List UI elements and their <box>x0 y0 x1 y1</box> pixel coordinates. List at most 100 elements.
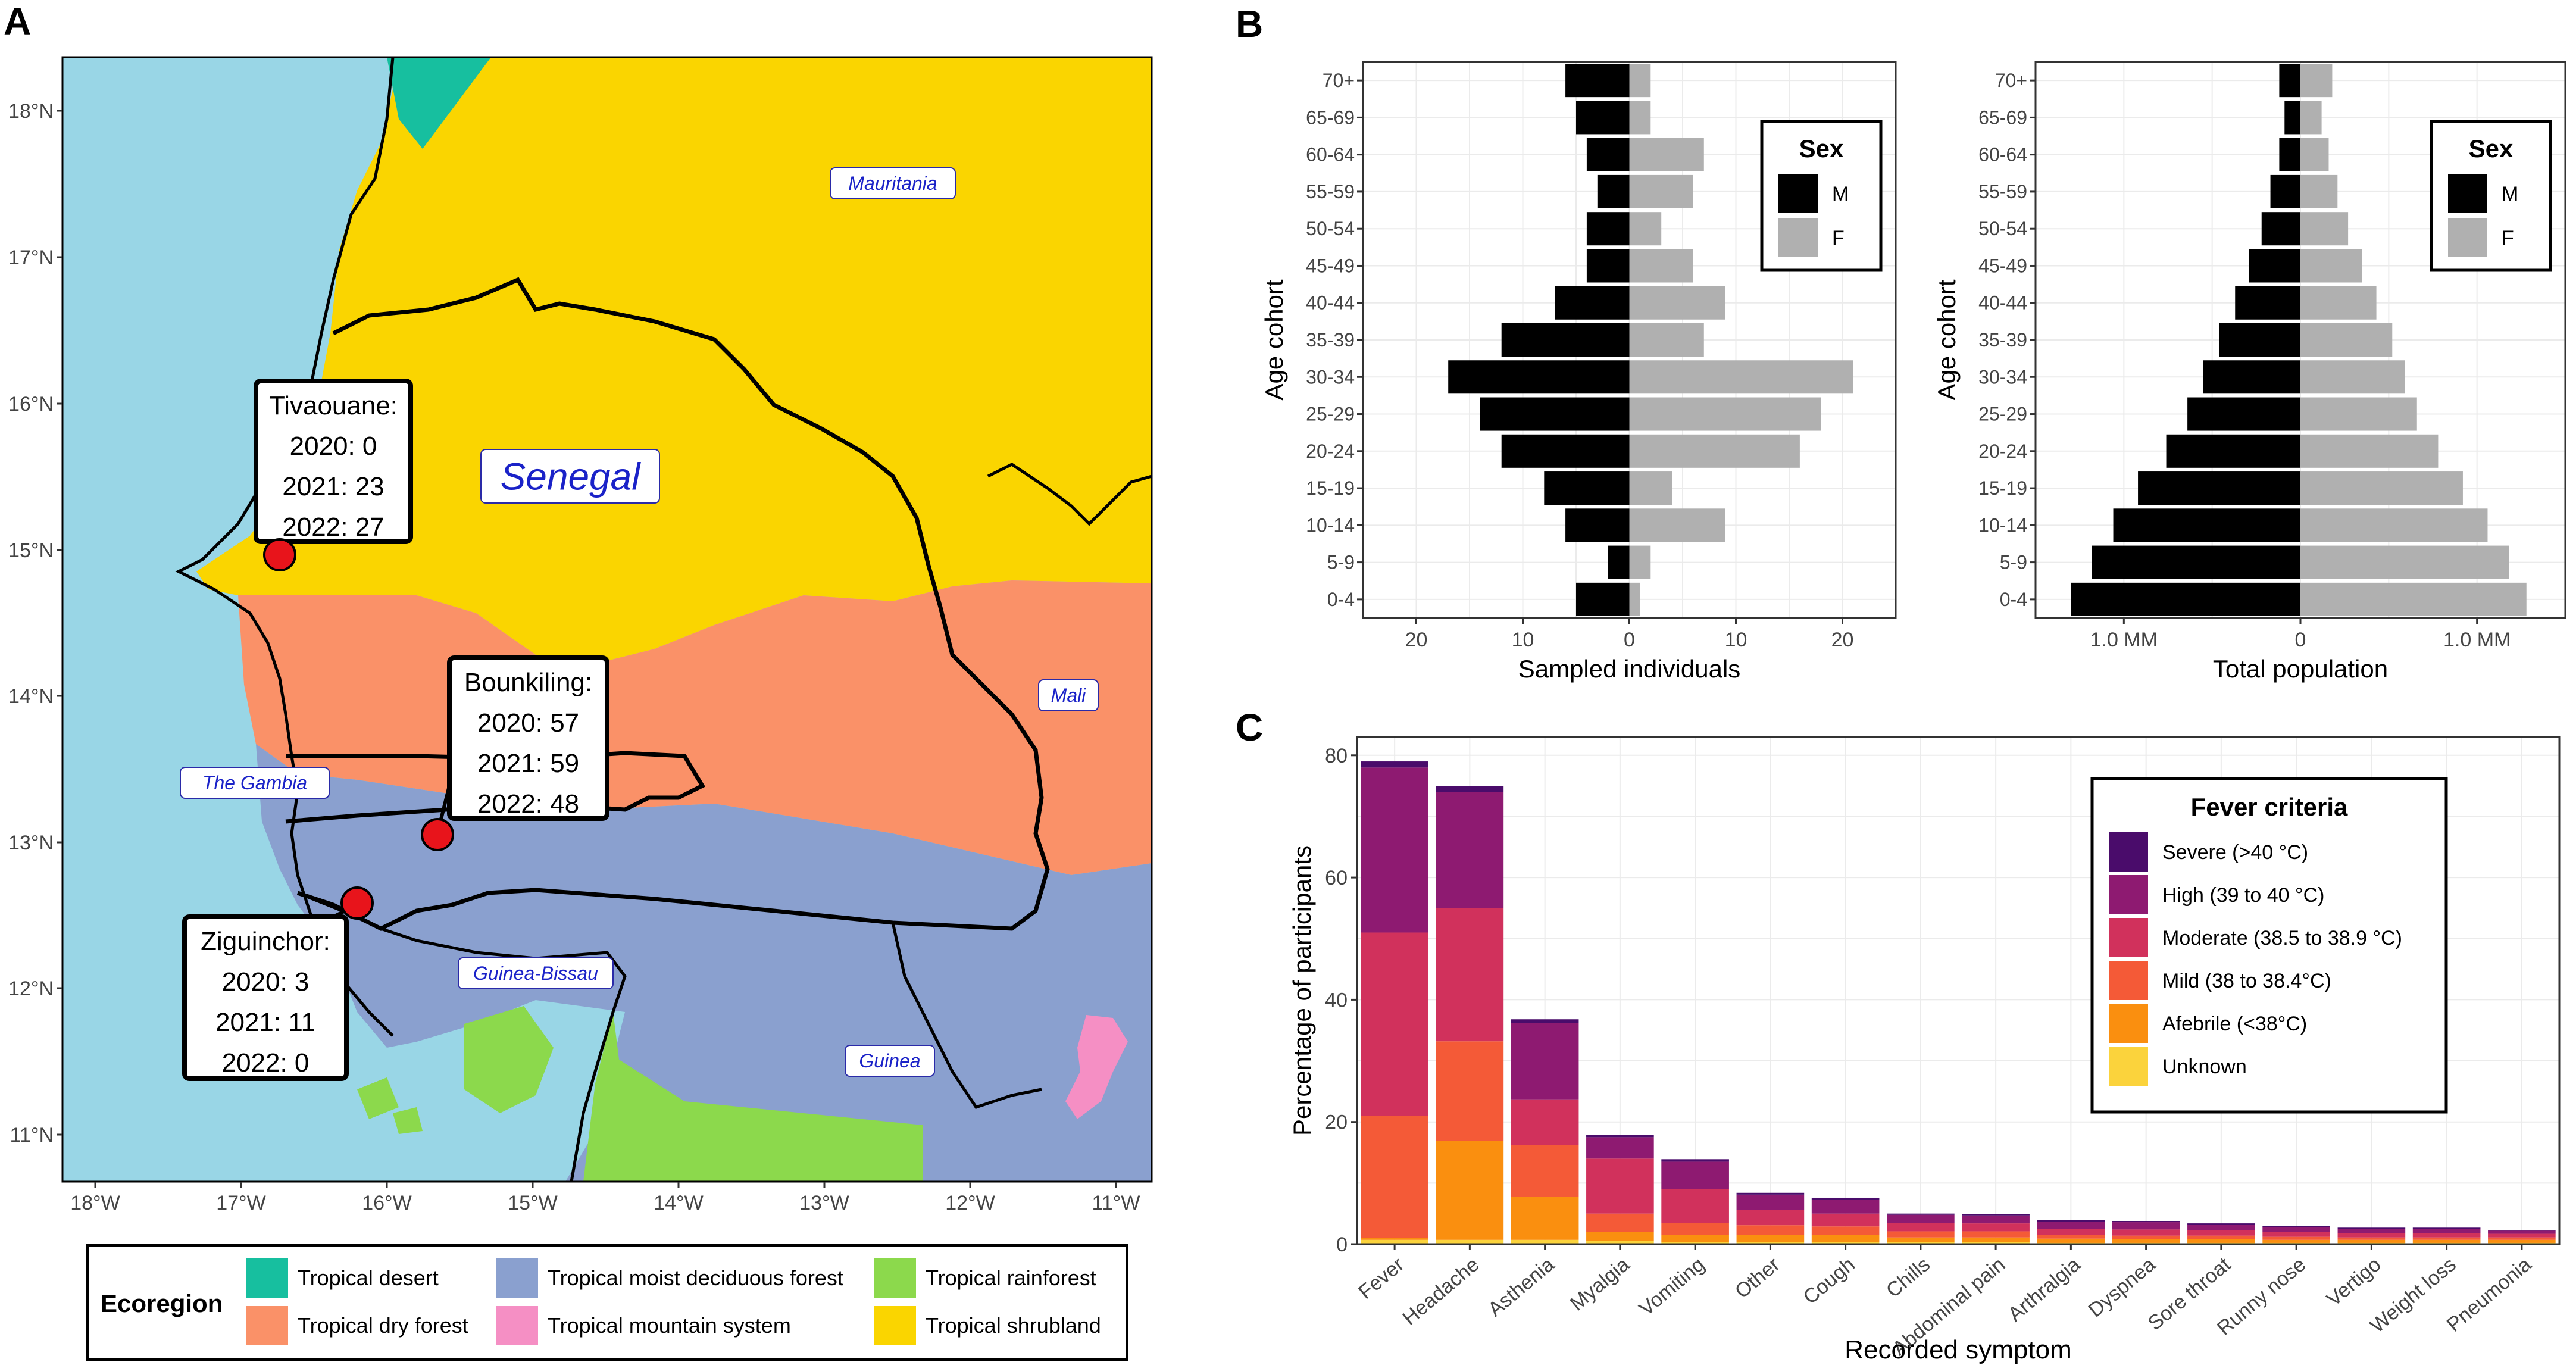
y-tick-label: 70+ <box>1995 70 2027 91</box>
bar-segment <box>1361 761 1428 768</box>
bar-female <box>2300 545 2509 579</box>
bar-segment <box>2037 1235 2105 1239</box>
fever-legend-label: Unknown <box>2162 1055 2247 1078</box>
site-callout-box <box>254 379 413 544</box>
bar-segment <box>2262 1236 2330 1240</box>
bar-segment <box>1436 1041 1504 1141</box>
bar-segment <box>2337 1233 2406 1238</box>
bar-female <box>2300 582 2527 616</box>
x-tick-label: Fever <box>1354 1253 1408 1304</box>
guinea-bissau-border <box>297 891 627 1182</box>
x-tick-label: 0 <box>1624 629 1635 651</box>
svg-text:The Gambia: The Gambia <box>202 772 307 794</box>
bar-segment <box>2112 1229 2180 1236</box>
coastline <box>175 57 395 1037</box>
site-count: 2020: 57 <box>477 708 579 738</box>
bar-segment <box>1962 1223 2030 1232</box>
legend-label-female: F <box>2502 227 2514 249</box>
ecoregion-legend-item: Tropical moist deciduous forest <box>496 1258 843 1298</box>
y-tick-label: 50-54 <box>1306 218 1355 239</box>
bar-segment <box>1661 1242 1729 1244</box>
bar-segment <box>1436 792 1504 908</box>
bar-female <box>1629 397 1821 431</box>
bar-female <box>1629 508 1725 542</box>
y-tick-label: 0-4 <box>2000 589 2027 610</box>
fever-legend-title: Fever criteria <box>2191 793 2348 821</box>
bar-segment <box>2412 1233 2481 1238</box>
legend-label-male: M <box>1832 183 1849 205</box>
y-tick-label: 25-29 <box>1978 404 2027 425</box>
bar-segment <box>1811 1235 1880 1242</box>
y-tick-label: 25-29 <box>1306 404 1355 425</box>
bar-segment <box>2412 1239 2481 1243</box>
panel-b-letter: B <box>1236 2 1264 45</box>
bar-segment <box>2337 1227 2406 1229</box>
x-tick-label: Arthralgia <box>2004 1253 2085 1326</box>
y-tick-label: 20-24 <box>1306 441 1355 462</box>
bar-segment <box>1811 1213 1880 1227</box>
bar-segment <box>1811 1200 1880 1214</box>
x-tick-label: Chills <box>1882 1253 1934 1302</box>
ecoregion-legend: Ecoregion Tropical desert Tropical dry fo… <box>86 1244 1128 1361</box>
sex-legend-title: Sex <box>1799 135 1844 163</box>
lat-tick-label: 16°N <box>8 393 54 416</box>
bar-segment <box>1811 1226 1880 1235</box>
bar-female <box>1629 545 1651 579</box>
bar-male <box>2284 101 2300 135</box>
bar-male <box>2187 397 2300 431</box>
y-tick-label: 70+ <box>1323 70 1355 91</box>
y-tick-label: 40 <box>1325 989 1348 1011</box>
bar-male <box>2279 64 2300 98</box>
y-tick-label: 60 <box>1325 867 1348 889</box>
y-tick-label: 55-59 <box>1306 181 1355 202</box>
bar-segment <box>2262 1226 2330 1227</box>
bar-segment <box>1887 1223 1955 1232</box>
y-tick-label: 15-19 <box>1978 477 2027 499</box>
country-label-guinea_bissau: Guinea-Bissau <box>458 957 614 989</box>
bar-male <box>1597 174 1630 208</box>
ecoregion-legend-title: Ecoregion <box>101 1289 223 1317</box>
bar-male <box>1565 508 1630 542</box>
guinea-mali-border <box>891 922 1042 1109</box>
legend-swatch-female <box>1778 218 1818 257</box>
bar-segment <box>2187 1230 2255 1236</box>
tropical-rainforest-region <box>583 1012 923 1182</box>
senegal-border <box>296 277 1050 931</box>
bar-male <box>2166 434 2300 468</box>
y-tick-label: 80 <box>1325 745 1348 767</box>
y-tick-label: 20 <box>1325 1111 1348 1134</box>
bar-male <box>1501 323 1630 357</box>
bar-segment <box>2412 1227 2481 1229</box>
ecoregion-map: 18°N 17°N 16°N 15°N 14°N 13°N 12°N 11°N 18°W 17°… <box>8 56 1153 1214</box>
lon-tick-label: 12°W <box>945 1192 995 1214</box>
pyramid-population-chart: 0-4 5-9 10-14 15-19 20-24 25-29 30-34 35-39 40-4… <box>1933 61 2566 683</box>
bar-segment <box>1811 1242 1880 1244</box>
y-tick-label: 5-9 <box>2000 552 2027 573</box>
x-tick-label: Vomiting <box>1635 1253 1709 1320</box>
bar-segment <box>1661 1223 1729 1235</box>
bar-female <box>2300 360 2405 394</box>
bar-female <box>1629 212 1662 246</box>
rainforest-islands <box>357 1006 554 1134</box>
x-tick-label: 20 <box>1405 629 1428 651</box>
bar-segment <box>1436 1141 1504 1240</box>
bar-segment <box>2187 1225 2255 1230</box>
fever-legend-swatch <box>2109 875 2148 914</box>
bar-female <box>1629 323 1704 357</box>
legend-label-male: M <box>2502 183 2518 205</box>
fever-legend-swatch <box>2109 832 2148 872</box>
bar-segment <box>1811 1197 1880 1200</box>
ecoregion-legend-item: Tropical desert <box>246 1258 439 1298</box>
panel-a-letter: A <box>4 0 32 43</box>
bar-segment <box>1586 1137 1654 1159</box>
bar-segment <box>1361 1238 1428 1240</box>
fever-legend-label: Mild (38 to 38.4°C) <box>2162 970 2331 992</box>
x-axis-title: Recorded symptom <box>1845 1335 2071 1364</box>
fever-legend-swatch <box>2109 918 2148 957</box>
bar-segment <box>1361 1239 1428 1244</box>
bar-segment <box>2488 1230 2556 1234</box>
bar-segment <box>2187 1223 2255 1225</box>
bar-segment <box>1736 1225 1805 1235</box>
y-tick-label: 60-64 <box>1306 144 1355 165</box>
